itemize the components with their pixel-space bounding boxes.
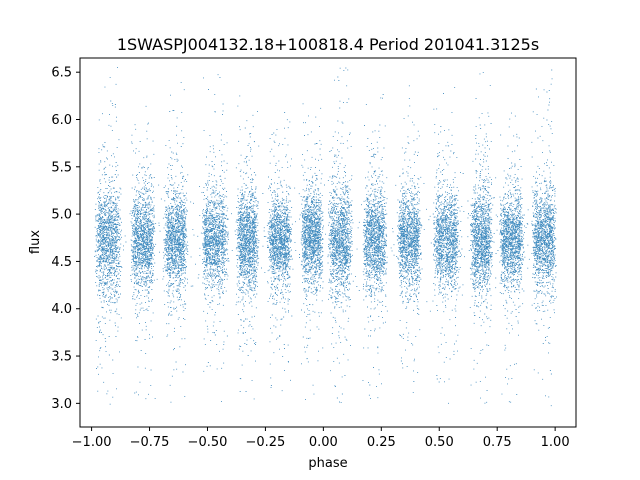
x-tick-label: 0.00 bbox=[309, 435, 338, 450]
x-tick-label: −0.75 bbox=[130, 435, 170, 450]
x-tick-label: 0.25 bbox=[367, 435, 396, 450]
y-tick-label: 5.5 bbox=[51, 160, 72, 175]
x-axis-ticks: −1.00 −0.75 −0.50 −0.25 0.00 0.25 0.50 0.75 1.00 bbox=[72, 427, 570, 450]
y-tick-label: 4.5 bbox=[51, 255, 72, 270]
y-tick-label: 6.5 bbox=[51, 66, 72, 81]
x-tick-label: −1.00 bbox=[72, 435, 112, 450]
y-tick-label: 4.0 bbox=[51, 302, 72, 317]
y-tick-label: 3.0 bbox=[51, 397, 72, 412]
y-axis-ticks: 3.0 3.5 4.0 4.5 5.0 5.5 6.0 6.5 bbox=[51, 66, 80, 412]
x-tick-label: 1.00 bbox=[541, 435, 570, 450]
y-axis-label: flux bbox=[28, 230, 43, 254]
x-tick-label: 0.75 bbox=[483, 435, 512, 450]
data-points bbox=[94, 67, 557, 407]
x-tick-label: 0.50 bbox=[425, 435, 454, 450]
y-tick-label: 3.5 bbox=[51, 350, 72, 365]
y-tick-label: 6.0 bbox=[51, 113, 72, 128]
y-tick-label: 5.0 bbox=[51, 208, 72, 223]
plot-frame bbox=[79, 57, 577, 428]
scatter-points bbox=[94, 67, 557, 407]
x-tick-label: −0.25 bbox=[245, 435, 285, 450]
x-tick-label: −0.50 bbox=[188, 435, 228, 450]
x-axis-label: phase bbox=[308, 456, 347, 471]
chart-title: 1SWASPJ004132.18+100818.4 Period 201041.… bbox=[117, 35, 539, 54]
